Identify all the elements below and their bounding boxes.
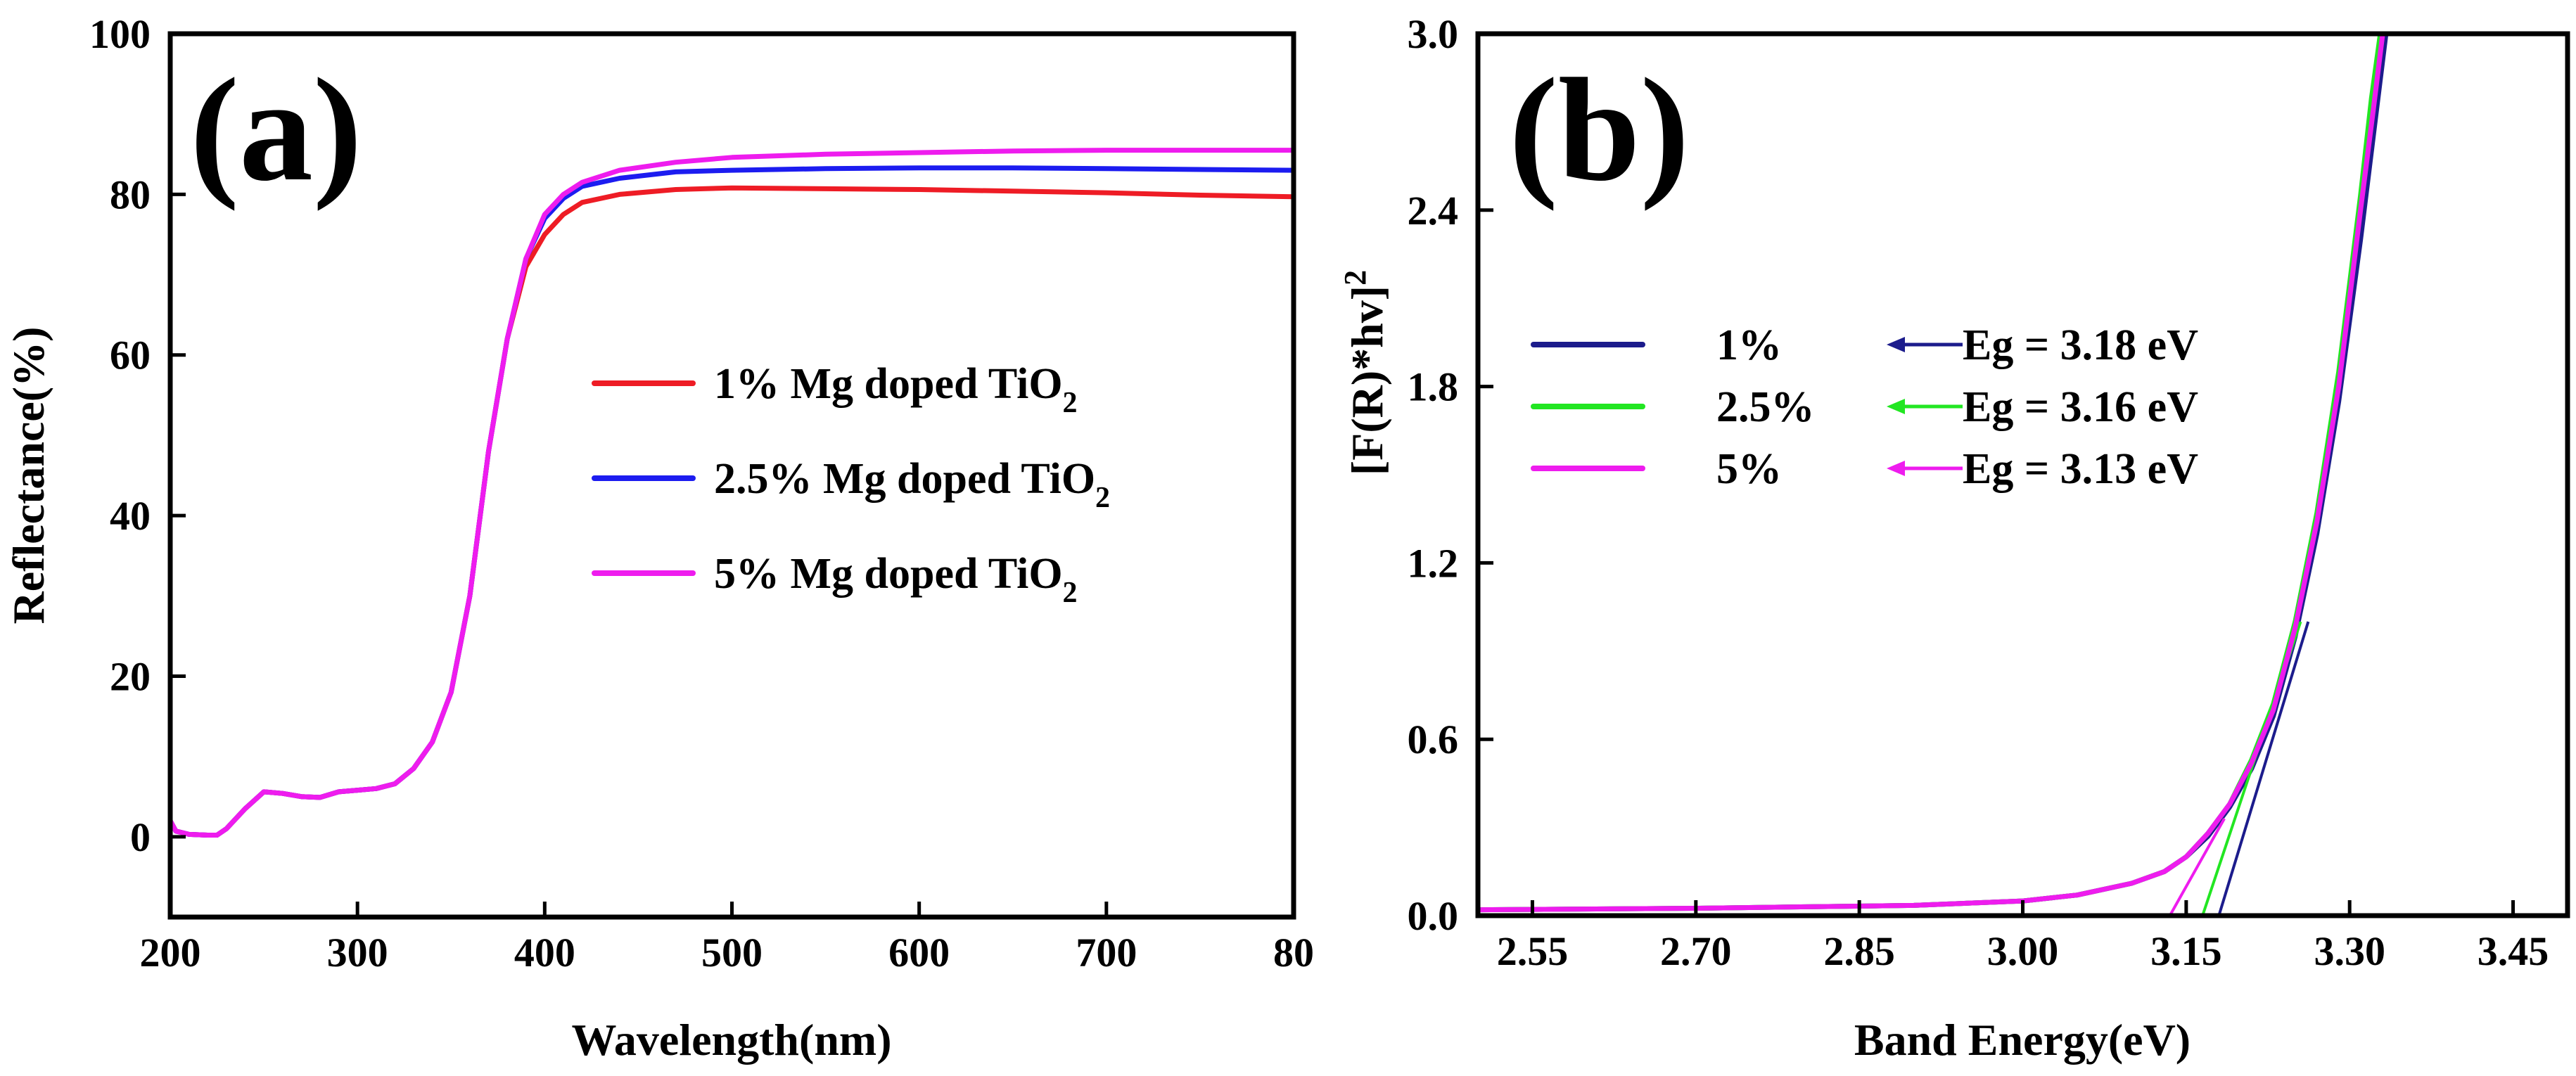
legend-a: 1% Mg doped TiO2 2.5% Mg doped TiO2 5% M… [592, 360, 1110, 609]
eg-arrow-head-2 [1887, 461, 1905, 476]
x-tick-label-a-3: 500 [701, 930, 763, 975]
series-line-b-2 [1478, 34, 2385, 913]
x-tick-label-a-0: 200 [140, 930, 201, 975]
eg-arrow-head-0 [1887, 337, 1905, 352]
y-axis-title-b: [F(R)*hv]2 [1338, 270, 1393, 475]
x-tick-label-b-2: 2.85 [1823, 928, 1895, 974]
y-tick-label-b-5: 3.0 [1408, 11, 1459, 57]
x-tick-label-a-1: 300 [327, 930, 388, 975]
x-tick-label-a-6: 80 [1273, 930, 1314, 975]
y-tick-label-a-5: 100 [89, 11, 151, 57]
legend-label-a-2: 5% Mg doped TiO2 [714, 550, 1078, 609]
legend-label-b-0: 1% [1716, 321, 1782, 369]
x-tick-label-b-0: 2.55 [1497, 928, 1569, 974]
eg-arrow-0 [1887, 337, 1963, 352]
x-tick-label-a-5: 700 [1076, 930, 1137, 975]
x-tick-label-b-5: 3.30 [2314, 928, 2385, 974]
y-tick-label-b-2: 1.2 [1408, 540, 1459, 586]
eg-label-0: Eg = 3.18 eV [1963, 321, 2198, 369]
eg-label-2: Eg = 3.13 eV [1963, 445, 2198, 493]
y-tick-label-b-4: 2.4 [1408, 188, 1459, 233]
y-tick-label-b-1: 0.6 [1408, 717, 1459, 762]
x-tick-label-b-6: 3.45 [2478, 928, 2549, 974]
series-line-a-2 [170, 148, 1294, 838]
x-tick-label-a-2: 400 [514, 930, 575, 975]
panel-b: 2.55 2.70 2.85 3.00 3.15 3.30 3.45 0.0 0.6 1.2 1.8… [1338, 11, 2570, 1065]
x-axis-title-b: Band Energy(eV) [1854, 1015, 2191, 1065]
y-tick-label-a-0: 0 [130, 814, 151, 860]
legend-b: 1% 2.5% 5% Eg = 3.18 eV Eg = 3.16 eV Eg … [1531, 321, 2198, 493]
x-tick-label-a-4: 600 [888, 930, 950, 975]
x-tick-label-b-1: 2.70 [1660, 928, 1732, 974]
series-line-a-0 [170, 185, 1294, 838]
legend-label-a-1: 2.5% Mg doped TiO2 [714, 455, 1110, 514]
x-axis-title-a: Wavelength(nm) [571, 1015, 891, 1065]
y-tick-label-a-2: 40 [110, 493, 151, 539]
panel-label-b: (b) [1509, 49, 1690, 212]
legend-label-b-1: 2.5% [1716, 383, 1815, 431]
legend-label-b-2: 5% [1716, 445, 1782, 493]
y-tick-label-a-3: 60 [110, 333, 151, 378]
eg-arrow-1 [1887, 399, 1963, 414]
y-tick-label-a-4: 80 [110, 172, 151, 217]
tangent-line-b-2 [2168, 818, 2226, 916]
panel-label-a: (a) [190, 49, 362, 212]
y-tick-label-b-0: 0.0 [1408, 893, 1459, 939]
y-tick-label-a-1: 20 [110, 653, 151, 699]
x-tick-label-b-3: 3.00 [1987, 928, 2059, 974]
eg-arrow-head-1 [1887, 399, 1905, 414]
legend-label-a-0: 1% Mg doped TiO2 [714, 360, 1078, 419]
tangent-line-b-0 [2217, 621, 2310, 916]
eg-arrow-2 [1887, 461, 1963, 476]
eg-label-1: Eg = 3.16 eV [1963, 383, 2198, 431]
x-tick-label-b-4: 3.15 [2150, 928, 2222, 974]
y-tick-label-b-3: 1.8 [1408, 364, 1459, 410]
y-axis-title-a: Reflectance(%) [4, 327, 53, 625]
